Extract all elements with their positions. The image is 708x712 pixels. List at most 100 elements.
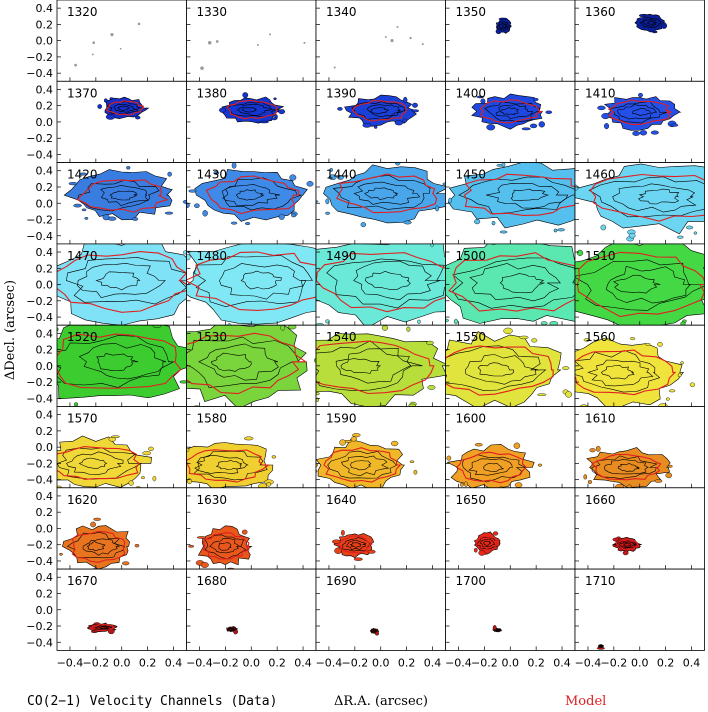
panel-content xyxy=(575,569,705,651)
channel-panel: 1400 xyxy=(445,80,576,164)
data-contour xyxy=(600,365,635,380)
channel-panel: 1630 xyxy=(186,487,317,570)
channel-panel: 1570 xyxy=(56,406,187,489)
data-contour xyxy=(219,263,307,300)
emission-speckle xyxy=(474,443,483,447)
panel-content xyxy=(57,325,187,407)
panel-background xyxy=(445,569,575,651)
channel-label: 1590 xyxy=(326,412,357,426)
emission-speckle xyxy=(657,342,663,347)
panel-content xyxy=(445,0,575,82)
panel-background xyxy=(445,0,575,82)
emission-speckle xyxy=(84,217,89,220)
emission-speckle xyxy=(583,474,588,480)
model-contour xyxy=(474,535,500,552)
emission-speckle xyxy=(132,217,139,221)
data-contour xyxy=(496,21,511,31)
y-tick-label: −0.2 xyxy=(26,51,53,64)
emission-speckle xyxy=(453,318,458,325)
channel-panel: 1340 xyxy=(315,0,446,82)
y-tick-label: −0.2 xyxy=(26,295,53,308)
channel-label: 1340 xyxy=(326,5,357,19)
panel-content xyxy=(575,81,705,163)
data-contour xyxy=(617,104,658,120)
emission-speckle xyxy=(498,17,508,21)
model-contour xyxy=(57,446,141,480)
x-tick-label: 0.4 xyxy=(424,656,442,669)
emission-speckle xyxy=(126,166,131,170)
channel-panel: 1560 xyxy=(574,324,705,407)
panel-content xyxy=(445,243,575,326)
data-contour xyxy=(316,340,423,391)
data-contour xyxy=(65,257,187,305)
panel-content xyxy=(445,162,575,244)
y-tick-label: 0.2 xyxy=(36,18,54,31)
channel-label: 1570 xyxy=(67,412,98,426)
emission-speckle xyxy=(381,325,389,331)
x-tick-label: 0.2 xyxy=(398,656,416,669)
data-contour xyxy=(475,536,499,550)
y-tick-label: 0.2 xyxy=(36,181,54,194)
emission-speckle xyxy=(186,448,190,453)
data-contour xyxy=(194,255,313,308)
channel-label: 1410 xyxy=(585,86,616,100)
data-contour xyxy=(588,176,705,218)
emission-speckle xyxy=(503,327,513,334)
y-tick-label: −0.4 xyxy=(26,474,53,487)
panel-content xyxy=(186,406,316,488)
emission-region xyxy=(445,243,575,324)
y-tick-label: 0.0 xyxy=(36,116,54,129)
channel-panel: 1610 xyxy=(574,406,705,489)
emission-speckle xyxy=(442,182,446,186)
channel-label: 1630 xyxy=(197,493,228,507)
data-contour xyxy=(483,540,492,546)
data-contour xyxy=(353,181,421,205)
noise-speck xyxy=(409,36,412,40)
emission-speckle xyxy=(316,392,320,396)
emission-speckle xyxy=(291,213,297,218)
emission-speckle xyxy=(531,338,538,343)
model-contour xyxy=(445,345,554,396)
emission-speckle xyxy=(328,174,337,180)
channel-label: 1690 xyxy=(326,574,357,588)
data-contour xyxy=(458,176,575,215)
x-tick-label: −0.2 xyxy=(341,656,368,669)
emission-speckle xyxy=(638,92,643,98)
model-contour xyxy=(88,624,115,631)
emission-speckle xyxy=(148,446,154,452)
data-contour xyxy=(240,270,282,290)
emission-speckle xyxy=(658,403,668,407)
model-contour xyxy=(576,251,705,318)
data-contour xyxy=(66,531,125,559)
data-contour xyxy=(632,108,652,117)
emission-speckle xyxy=(446,455,452,461)
emission-speckle xyxy=(280,325,286,331)
emission-region xyxy=(447,162,575,229)
emission-speckle xyxy=(188,545,195,548)
panel-content xyxy=(316,243,446,326)
data-contour xyxy=(364,187,398,200)
data-contour xyxy=(469,263,561,302)
model-contour xyxy=(71,530,126,563)
data-contour xyxy=(109,190,138,201)
emission-speckle xyxy=(164,211,174,215)
channel-label: 1700 xyxy=(456,574,487,588)
emission-speckle xyxy=(325,198,330,205)
panel-content xyxy=(445,325,575,407)
model-contour xyxy=(336,173,438,214)
emission-speckle xyxy=(409,460,415,463)
emission-speckle xyxy=(373,125,378,129)
emission-speckle xyxy=(514,482,523,488)
emission-speckle xyxy=(403,220,412,225)
channel-label: 1490 xyxy=(326,249,357,263)
panel-background xyxy=(316,0,446,82)
emission-speckle xyxy=(122,561,130,566)
noise-speck xyxy=(91,53,94,56)
x-tick-label: 0.4 xyxy=(683,656,701,669)
y-tick-label: 0.2 xyxy=(36,100,54,113)
x-tick-label: 0.0 xyxy=(243,656,261,669)
x-tick-label: 0.2 xyxy=(268,656,286,669)
emission-speckle xyxy=(230,221,238,225)
y-tick-label: 0.4 xyxy=(36,409,54,422)
channel-label: 1580 xyxy=(197,412,228,426)
